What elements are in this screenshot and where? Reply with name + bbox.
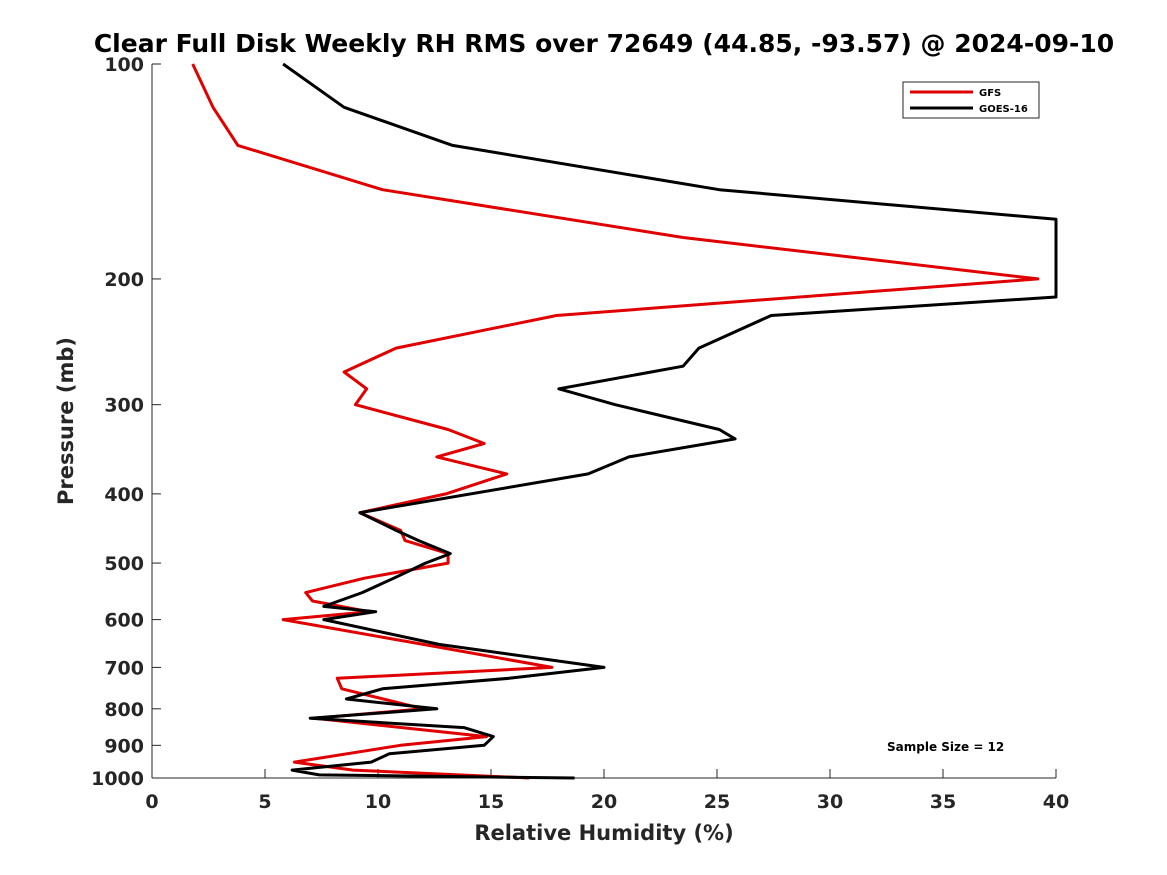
plot-area: 0 5 10 15 20 25 30 35 40 100 200 300 400 500 600 700 80… bbox=[91, 54, 1069, 813]
y-tick-label-8: 900 bbox=[104, 735, 144, 757]
x-tick-label-0: 0 bbox=[145, 791, 158, 813]
legend-box bbox=[902, 81, 1040, 119]
x-tick-label-3: 15 bbox=[478, 791, 504, 813]
legend: GFS GOES-16 bbox=[902, 81, 1040, 119]
y-tick-label-2: 300 bbox=[104, 395, 144, 417]
sample-size-annotation: Sample Size = 12 bbox=[887, 740, 1004, 754]
series-layer bbox=[191, 62, 1058, 780]
y-ticks: 100 200 300 400 500 600 700 800 900 1000 bbox=[91, 54, 161, 790]
y-tick-label-3: 400 bbox=[104, 484, 144, 506]
x-tick-label-6: 30 bbox=[817, 791, 843, 813]
legend-label-gfs: GFS bbox=[979, 88, 1001, 99]
plot-background bbox=[152, 64, 1056, 778]
x-tick-label-4: 20 bbox=[591, 791, 617, 813]
x-tick-label-1: 5 bbox=[258, 791, 271, 813]
x-tick-label-2: 10 bbox=[365, 791, 391, 813]
y-tick-label-1: 200 bbox=[104, 269, 144, 291]
x-tick-label-8: 40 bbox=[1043, 791, 1069, 813]
x-tick-label-5: 25 bbox=[704, 791, 730, 813]
y-tick-label-5: 600 bbox=[104, 610, 144, 632]
x-tick-label-7: 35 bbox=[930, 791, 956, 813]
y-tick-label-7: 800 bbox=[104, 699, 144, 721]
y-axis-label: Pressure (mb) bbox=[54, 337, 78, 505]
y-tick-label-4: 500 bbox=[104, 553, 144, 575]
y-tick-label-6: 700 bbox=[104, 657, 144, 679]
x-axis-label: Relative Humidity (%) bbox=[474, 821, 733, 845]
x-ticks: 0 5 10 15 20 25 30 35 40 bbox=[145, 769, 1069, 813]
chart-title: Clear Full Disk Weekly RH RMS over 72649… bbox=[94, 29, 1114, 58]
legend-label-goes16: GOES-16 bbox=[979, 104, 1028, 115]
series-line-goes16 bbox=[282, 62, 1058, 780]
y-tick-label-9: 1000 bbox=[91, 768, 144, 790]
y-tick-label-0: 100 bbox=[104, 54, 144, 76]
